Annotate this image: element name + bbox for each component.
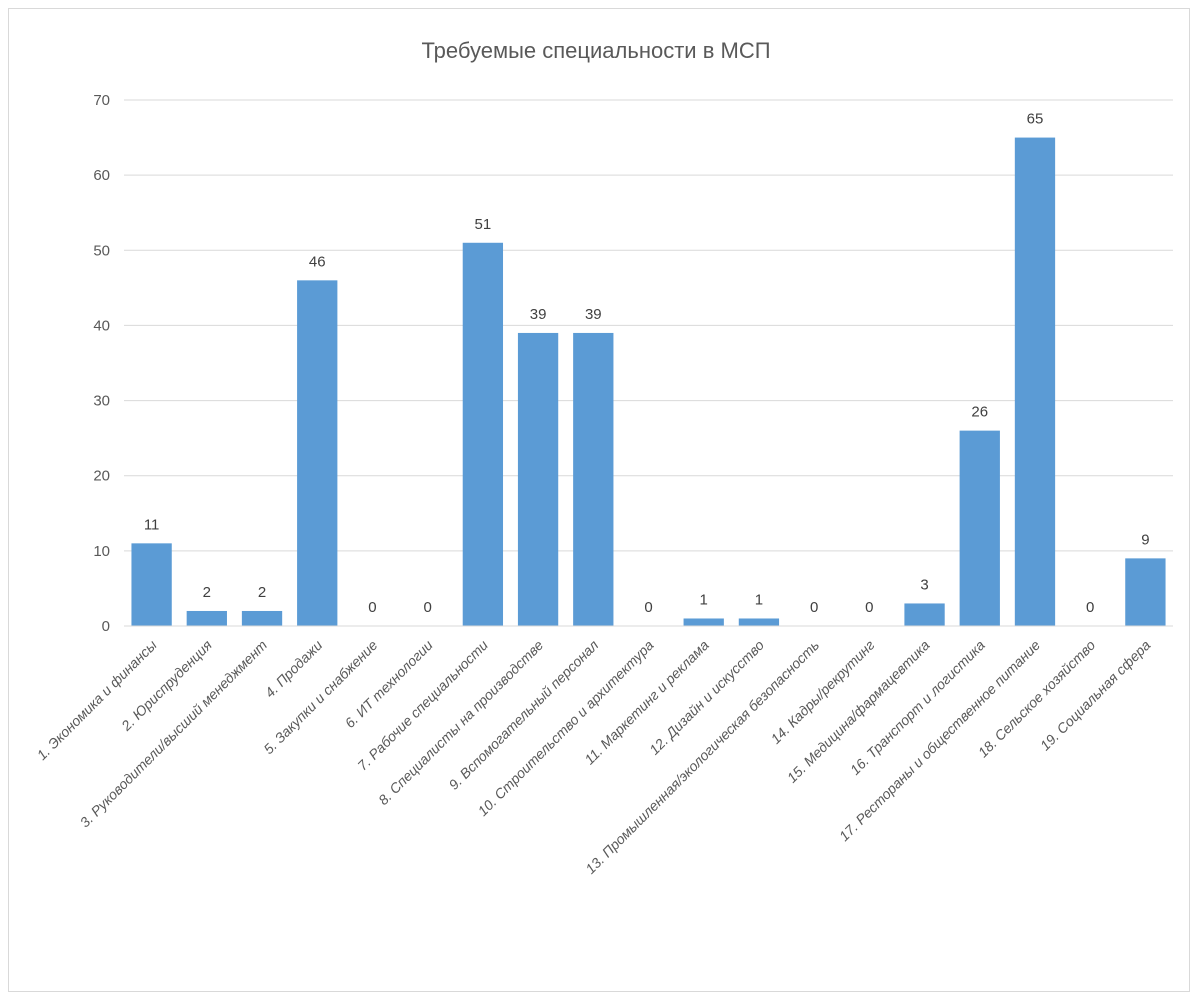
bar bbox=[1125, 558, 1166, 626]
data-label: 39 bbox=[530, 306, 547, 323]
data-label: 46 bbox=[309, 253, 326, 270]
data-label: 26 bbox=[971, 404, 988, 421]
bar bbox=[131, 543, 172, 626]
bar bbox=[959, 430, 1000, 626]
y-tick-label: 50 bbox=[93, 242, 110, 259]
y-axis-ticks: 0 10 20 30 40 50 60 70 bbox=[93, 92, 110, 635]
bars bbox=[131, 137, 1166, 627]
data-label: 65 bbox=[1027, 111, 1044, 128]
data-label: 0 bbox=[644, 599, 652, 616]
data-label: 11 bbox=[144, 516, 160, 533]
y-tick-label: 40 bbox=[93, 317, 110, 334]
data-label: 9 bbox=[1141, 531, 1149, 548]
bar bbox=[186, 610, 227, 626]
category-label: 12. Дизайн и искусство bbox=[646, 637, 767, 758]
y-tick-label: 0 bbox=[102, 618, 110, 635]
category-label: 2. Юриспруденция bbox=[117, 636, 215, 734]
data-label: 0 bbox=[1086, 599, 1094, 616]
data-label: 2 bbox=[203, 584, 211, 601]
data-label: 0 bbox=[423, 599, 431, 616]
y-tick-label: 10 bbox=[93, 543, 110, 560]
y-tick-label: 70 bbox=[93, 92, 110, 109]
data-label: 39 bbox=[585, 306, 602, 323]
bar bbox=[297, 280, 338, 626]
y-tick-label: 30 bbox=[93, 393, 110, 410]
bar bbox=[738, 618, 780, 626]
y-tick-label: 20 bbox=[93, 468, 110, 485]
data-label: 0 bbox=[865, 599, 873, 616]
bar bbox=[904, 603, 945, 626]
bar bbox=[462, 242, 504, 626]
category-label: 14. Кадры/рекрутинг bbox=[767, 637, 877, 747]
bar bbox=[573, 332, 614, 626]
data-label: 0 bbox=[368, 599, 376, 616]
bar bbox=[683, 618, 724, 626]
data-label: 51 bbox=[475, 216, 492, 233]
chart-title: Требуемые специальности в МСП bbox=[421, 38, 770, 63]
bar bbox=[1014, 137, 1056, 627]
category-label: 5. Закупки и снабжение bbox=[260, 637, 380, 757]
category-label: 19. Социальная сфера bbox=[1037, 637, 1154, 754]
bar bbox=[241, 610, 283, 626]
data-label: 1 bbox=[700, 591, 708, 608]
data-label: 1 bbox=[755, 591, 763, 608]
category-label: 17. Рестораны и общественное питание bbox=[836, 637, 1043, 844]
y-tick-label: 60 bbox=[93, 167, 110, 184]
data-label: 0 bbox=[810, 599, 818, 616]
bar bbox=[517, 332, 559, 626]
data-label: 3 bbox=[920, 576, 928, 593]
data-label: 2 bbox=[258, 584, 266, 601]
